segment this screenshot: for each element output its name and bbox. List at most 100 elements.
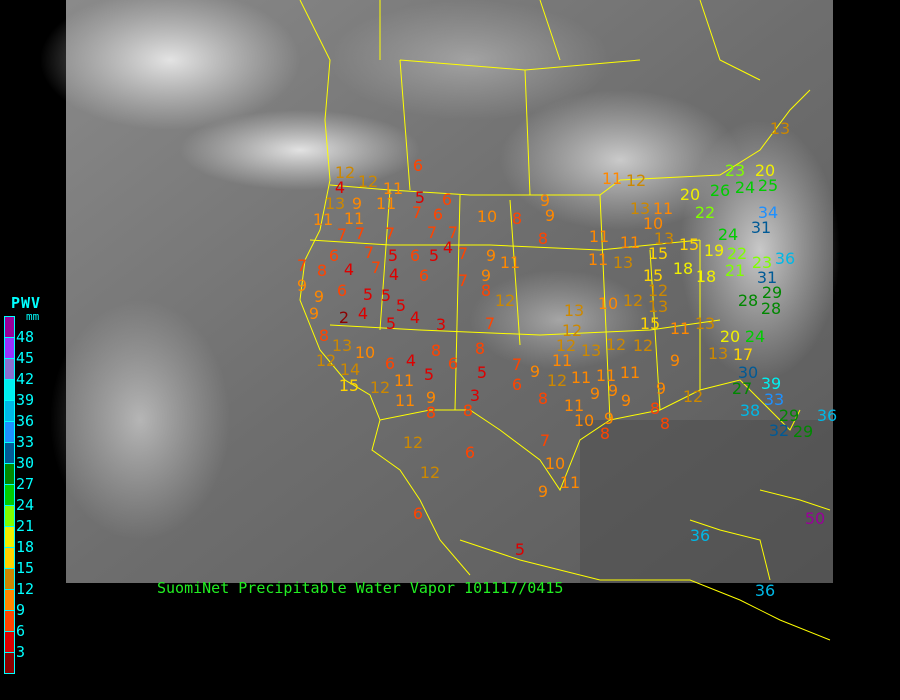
station-pwv-value: 24 [718, 225, 738, 244]
station-pwv-value: 5 [388, 246, 398, 265]
legend-swatch [5, 317, 14, 338]
station-pwv-value: 12 [495, 291, 515, 310]
legend-swatch [5, 569, 14, 590]
legend-swatch [5, 443, 14, 464]
legend-swatch [5, 338, 14, 359]
station-pwv-value: 30 [738, 363, 758, 382]
station-pwv-value: 8 [463, 401, 473, 420]
legend-swatch [5, 548, 14, 569]
station-pwv-value: 4 [358, 304, 368, 323]
legend-swatch [5, 590, 14, 611]
station-pwv-value: 12 [562, 321, 582, 340]
station-pwv-value: 9 [530, 362, 540, 381]
station-pwv-value: 18 [696, 267, 716, 286]
station-pwv-value: 11 [564, 396, 584, 415]
station-pwv-value: 8 [538, 389, 548, 408]
station-pwv-value: 22 [727, 244, 747, 263]
station-pwv-value: 9 [486, 246, 496, 265]
station-pwv-value: 36 [775, 249, 795, 268]
station-pwv-value: 15 [648, 244, 668, 263]
station-pwv-value: 33 [764, 390, 784, 409]
station-pwv-value: 7 [458, 271, 468, 290]
station-pwv-value: 13 [708, 344, 728, 363]
station-pwv-value: 4 [389, 265, 399, 284]
station-pwv-value: 5 [386, 314, 396, 333]
station-pwv-value: 9 [656, 379, 666, 398]
station-pwv-value: 5 [477, 363, 487, 382]
legend-label: 18 [16, 538, 35, 556]
legend-swatch [5, 653, 14, 673]
station-pwv-value: 7 [385, 224, 395, 243]
station-pwv-value: 6 [512, 375, 522, 394]
station-pwv-value: 9 [608, 381, 618, 400]
station-pwv-value: 5 [415, 188, 425, 207]
station-pwv-value: 8 [600, 424, 610, 443]
legend-swatch [5, 464, 14, 485]
station-pwv-value: 39 [761, 374, 781, 393]
station-pwv-value: 13 [325, 194, 345, 213]
station-pwv-value: 23 [725, 161, 745, 180]
station-pwv-value: 13 [581, 341, 601, 360]
station-pwv-value: 2 [339, 308, 349, 327]
legend-label: 9 [16, 601, 26, 619]
station-pwv-value: 50 [805, 509, 825, 528]
station-pwv-value: 5 [396, 296, 406, 315]
station-pwv-value: 6 [433, 205, 443, 224]
station-pwv-value: 9 [621, 391, 631, 410]
station-pwv-value: 3 [470, 386, 480, 405]
station-pwv-value: 7 [448, 223, 458, 242]
legend-label: 15 [16, 559, 35, 577]
station-pwv-value: 7 [355, 224, 365, 243]
legend-label: 36 [16, 412, 35, 430]
station-pwv-value: 12 [358, 172, 378, 191]
station-pwv-value: 19 [704, 241, 724, 260]
station-pwv-value: 31 [757, 268, 777, 287]
station-pwv-value: 8 [426, 403, 436, 422]
station-pwv-value: 12 [606, 335, 626, 354]
station-pwv-value: 5 [363, 285, 373, 304]
station-pwv-value: 12 [316, 351, 336, 370]
station-pwv-value: 15 [679, 235, 699, 254]
station-pwv-value: 11 [596, 366, 616, 385]
station-pwv-value: 7 [512, 355, 522, 374]
station-pwv-value: 8 [319, 326, 329, 345]
legend-swatch [5, 401, 14, 422]
station-pwv-value: 4 [410, 308, 420, 327]
station-pwv-value: 13 [654, 229, 674, 248]
political-boundaries [299, 0, 831, 641]
legend-swatch [5, 611, 14, 632]
station-pwv-value: 21 [725, 261, 745, 280]
station-pwv-value: 8 [512, 209, 522, 228]
station-pwv-value: 24 [745, 327, 765, 346]
station-pwv-value: 24 [735, 178, 755, 197]
station-pwv-value: 4 [443, 238, 453, 257]
station-pwv-value: 27 [732, 379, 752, 398]
station-pwv-value: 13 [332, 336, 352, 355]
station-pwv-value: 15 [339, 376, 359, 395]
station-pwv-value: 7 [337, 225, 347, 244]
station-pwv-value: 11 [395, 391, 415, 410]
legend-label: 6 [16, 622, 26, 640]
station-pwv-value: 9 [297, 276, 307, 295]
station-pwv-value: 3 [436, 315, 446, 334]
station-pwv-value: 20 [755, 161, 775, 180]
station-pwv-value: 36 [690, 526, 710, 545]
station-pwv-value: 26 [710, 181, 730, 200]
station-pwv-value: 23 [752, 253, 772, 272]
legend-label: 39 [16, 391, 35, 409]
station-pwv-value: 9 [604, 409, 614, 428]
station-pwv-value: 15 [640, 314, 660, 333]
station-pwv-value: 6 [442, 190, 452, 209]
station-pwv-value: 4 [406, 351, 416, 370]
map-title: SuomiNet Precipitable Water Vapor 101117… [157, 579, 564, 597]
station-pwv-value: 12 [370, 378, 390, 397]
legend-label: 27 [16, 475, 35, 493]
legend-swatch [5, 527, 14, 548]
station-pwv-value: 13 [630, 199, 650, 218]
station-pwv-value: 6 [413, 156, 423, 175]
station-pwv-value: 20 [720, 327, 740, 346]
station-pwv-value: 28 [738, 291, 758, 310]
station-pwv-value: 12 [633, 336, 653, 355]
legend-swatch [5, 632, 14, 653]
